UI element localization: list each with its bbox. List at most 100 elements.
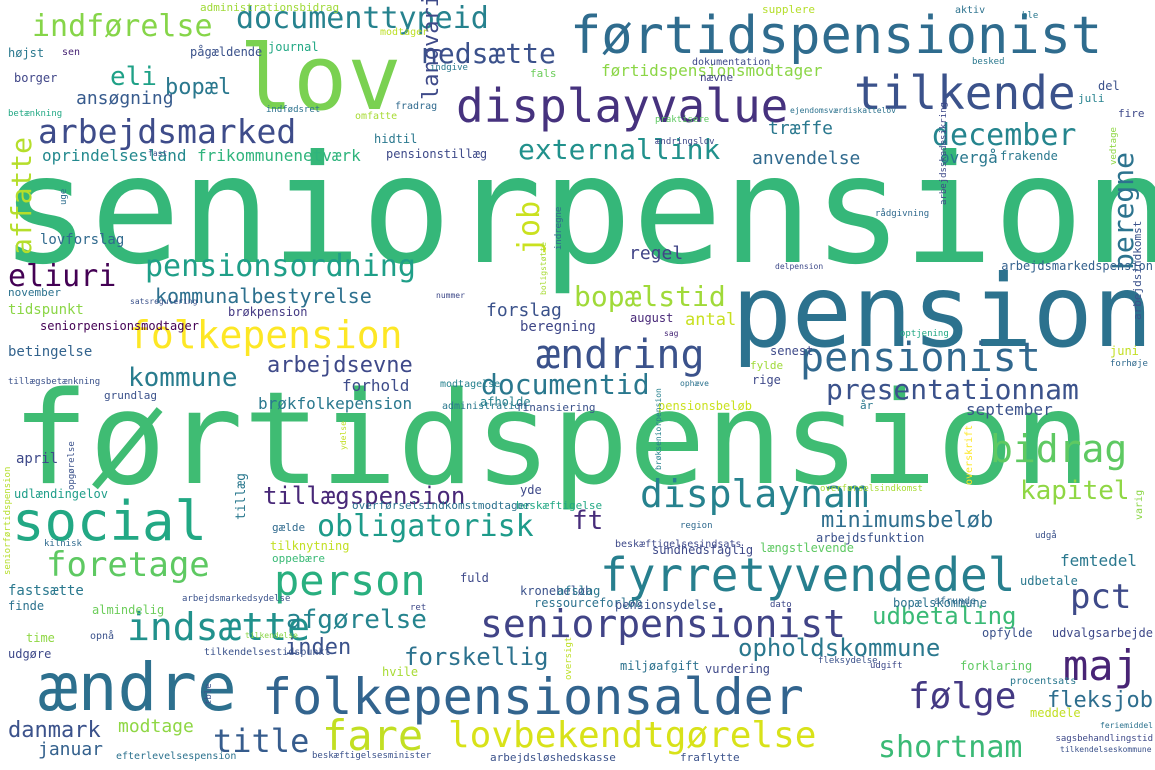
word-feriemiddel: sagsbehandlingstid [1055,734,1153,744]
word-pagaeldende: journal [268,40,319,54]
word-seniorfortidspension: fastsætte [8,583,84,599]
word-affatte: affatte [5,136,38,255]
word-fortidspension: førtidspension [12,365,1091,514]
word-ble: del [1098,79,1120,93]
word-presentationnam: presentationnam [826,373,1079,406]
word-betingelse: forhold [342,376,410,395]
word-tble: tble [204,683,214,705]
word-region: beskæftigelsesindsats [615,539,742,550]
word-ret: ressourceforløb [534,596,643,610]
word-afgorelse: afgørelse [286,605,427,635]
word-arbejdsindkomst: varig [1134,489,1145,520]
word-udgore: tilkendelsestidspunkt [204,647,331,658]
word-optjening: sag [664,329,679,338]
word-tilkendelse: opfylde [982,626,1033,640]
word-udbetaling: udbetaling [872,602,1017,630]
word-boligstotte: ydelse [339,421,348,450]
word-afholde: administration [442,401,527,412]
word-frikommunenetvaerk: pensionstillæg [386,147,488,161]
word-danmark: danmark [8,718,101,743]
word-vedtage: boligstøtte [539,242,548,295]
word-fast: uge [59,188,69,205]
word-kilnisk: seniorførtidspension [3,466,13,575]
word-tillaegsbetaenkning: grundlag [104,389,157,402]
word-betaenkning: ejendomsværdiskattelov [790,106,896,115]
word-rige: juni [1110,344,1139,358]
word-pensionsydelse: dato [770,600,792,610]
word-seniorpension: seniorpension [0,124,1155,298]
word-arbejdsevne: arbejdsevne [267,353,413,378]
word-tilknytning: oppebære [272,552,325,565]
word-juli: fire [1118,107,1145,120]
word-bopael: bopæl [165,75,232,100]
word-tilkendelsestidspunkt: hvile [382,665,419,679]
word-sag: afholde [480,395,531,409]
word-august: senest [770,344,814,358]
word-aendre: ændre [38,649,237,726]
word-almindelig: arbejdsmarkedsydelse [182,594,291,604]
word-dokumentation: indgive [430,63,468,73]
word-forklaring: procentsats [1010,676,1077,687]
word-beregning: august [630,311,674,325]
word-omfatte: indfødsret [266,105,321,115]
word-documenttypeid: documenttypeid [236,1,489,36]
word-time: opnå [90,631,115,642]
word-ophaeve: fylde [750,359,784,372]
word-beskaeftigelsesindsats: arbejdsfunktion [816,531,925,545]
word-femtedel: oprindelsesland [42,146,187,165]
word-tillaeg: opgørelse [67,441,77,490]
word-indfodsret: betænkning [8,109,63,119]
word-arbejdsloshedskasse: fraflytte [680,751,740,764]
word-overga: anvendelse [752,148,861,169]
word-fradrag: omfatte [355,111,398,122]
word-ydelse: brøkseniorpension [654,388,663,470]
word-satsregulering: tillægsbetænkning [8,377,101,387]
word-lov: lov [239,26,402,131]
word-oppebaere: sundhedsfaglig [652,543,754,557]
word-externallink: externallink [518,133,721,166]
word-person: person [274,556,426,605]
word-hidtil: lovforslag [40,232,125,248]
word-udbetale: finde [8,599,45,613]
word-bopaelstid: bopælstid [574,280,726,313]
word-overforselsindkomstmodtager: overførselsindkomst [820,484,923,494]
word-december: december [932,118,1077,153]
word-shortnam: shortnam [878,730,1023,765]
word-anvendelse: førtidspensionsmodtager [601,61,823,80]
word-forhoje: optjening [900,329,949,339]
word-title: title [213,722,310,760]
word-opgorelse: arbejdsskadesikring [939,102,949,205]
word-bidrag: bidrag [990,427,1128,471]
word-udgift: forklaring [960,659,1033,673]
word-pensionsbelob: finansiering [516,401,596,414]
word-opholdskommune: opholdskommune [738,634,941,662]
word-ar: april [16,451,59,467]
word-januar: januar [38,739,104,760]
word-journal: sen [62,47,81,58]
word-oprindelsesland: frikommunenetværk [197,146,361,165]
word-hojst: pågældende [190,45,263,59]
word-aendring: ændring [536,332,705,378]
word-arbejdsfunktion: udgå [1035,531,1057,541]
word-folge: følge [908,676,1017,717]
word-seniorpensionsmodtager: brøkpension [228,305,308,319]
word-fare: fare [322,711,424,760]
word-del: juli [1078,92,1105,105]
word-arbejdsskadesikring: indregne [554,206,564,250]
word-fleksydelse: udgift [870,661,903,671]
word-praktisere: ændringslov [655,137,715,147]
word-varig: overskrift [964,424,975,485]
word-modtager: aktiv [955,5,986,16]
word-arbejdsmarkedspension: delpension [775,262,824,271]
word-september: femtedel [1060,551,1138,570]
word-udga: gælde [272,521,306,534]
word-grundlag: modtagelse [440,379,501,390]
word-lovbekendtgorelse: lovbekendtgørelse [448,715,817,756]
word-opfylde: udvalgsarbejde [1051,626,1153,640]
word-fals: nævne [700,71,734,84]
word-fuld: kronebeløb [520,584,593,598]
word-fire: fals [530,67,557,80]
word-ressourceforlob: pensionsydelse [615,598,717,612]
word-ft: ft [572,506,604,536]
